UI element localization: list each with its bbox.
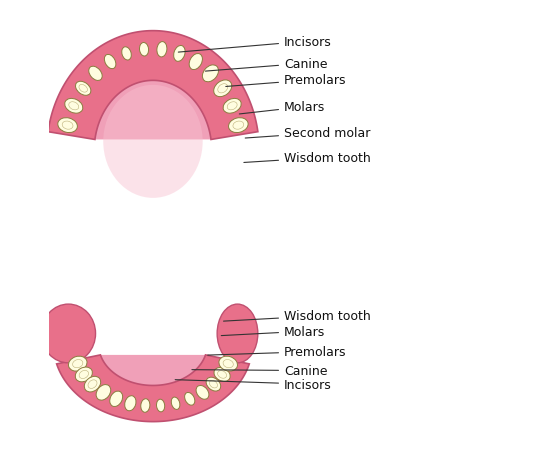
Ellipse shape bbox=[75, 82, 91, 96]
Ellipse shape bbox=[110, 391, 123, 407]
Text: Second molar: Second molar bbox=[245, 127, 370, 139]
Text: Wisdom tooth: Wisdom tooth bbox=[223, 309, 371, 322]
Ellipse shape bbox=[140, 43, 148, 57]
Ellipse shape bbox=[219, 356, 238, 371]
Ellipse shape bbox=[96, 385, 111, 400]
Ellipse shape bbox=[103, 86, 203, 198]
Text: Premolars: Premolars bbox=[226, 74, 346, 87]
Ellipse shape bbox=[84, 377, 101, 392]
Text: Canine: Canine bbox=[192, 364, 328, 377]
Ellipse shape bbox=[68, 356, 87, 371]
Polygon shape bbox=[57, 355, 249, 422]
Ellipse shape bbox=[214, 368, 230, 382]
Ellipse shape bbox=[157, 42, 167, 58]
Ellipse shape bbox=[206, 377, 221, 391]
Ellipse shape bbox=[75, 367, 92, 382]
Ellipse shape bbox=[185, 392, 195, 405]
Polygon shape bbox=[101, 355, 206, 386]
Text: Incisors: Incisors bbox=[175, 378, 332, 391]
Ellipse shape bbox=[217, 304, 258, 363]
Ellipse shape bbox=[171, 397, 180, 410]
Ellipse shape bbox=[202, 66, 218, 83]
Text: Molars: Molars bbox=[221, 325, 325, 338]
Ellipse shape bbox=[214, 81, 232, 97]
Ellipse shape bbox=[65, 99, 83, 114]
Text: Incisors: Incisors bbox=[178, 36, 332, 53]
Polygon shape bbox=[95, 81, 211, 140]
Polygon shape bbox=[48, 32, 258, 140]
Text: Molars: Molars bbox=[239, 101, 325, 115]
Text: Premolars: Premolars bbox=[208, 345, 346, 358]
Ellipse shape bbox=[122, 48, 131, 61]
Ellipse shape bbox=[41, 304, 96, 363]
Ellipse shape bbox=[104, 55, 116, 69]
Text: Canine: Canine bbox=[206, 58, 328, 72]
Ellipse shape bbox=[58, 119, 78, 133]
Ellipse shape bbox=[223, 99, 241, 114]
Ellipse shape bbox=[196, 386, 209, 399]
Ellipse shape bbox=[141, 399, 150, 412]
Ellipse shape bbox=[125, 396, 136, 411]
Ellipse shape bbox=[229, 119, 248, 133]
Ellipse shape bbox=[89, 67, 102, 81]
Ellipse shape bbox=[174, 46, 185, 62]
Ellipse shape bbox=[189, 55, 202, 70]
Ellipse shape bbox=[157, 399, 164, 412]
Text: Wisdom tooth: Wisdom tooth bbox=[244, 152, 371, 164]
